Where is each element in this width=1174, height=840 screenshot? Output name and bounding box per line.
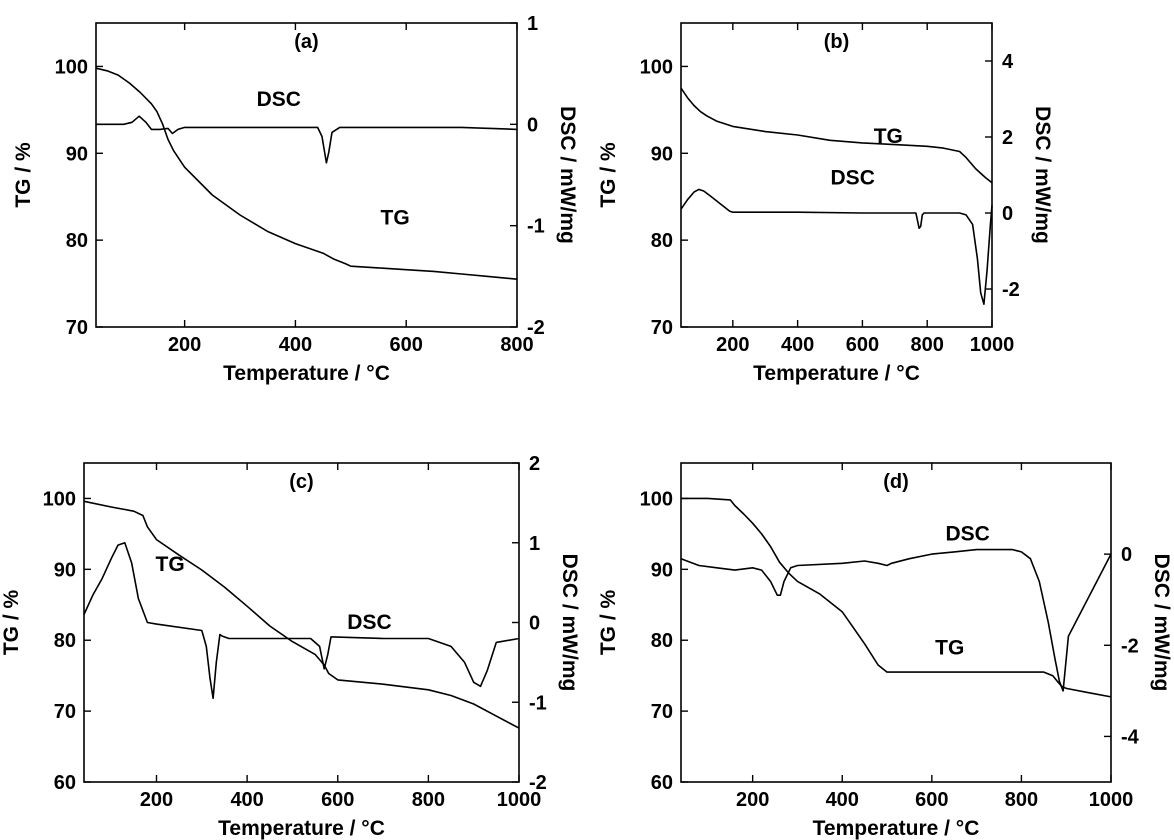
x-tick-label-d: 1000 bbox=[1089, 789, 1134, 811]
tg-curve-c bbox=[83, 500, 520, 729]
x-tick-label-a: 800 bbox=[500, 334, 533, 356]
x-tick-label-d: 800 bbox=[1005, 789, 1038, 811]
x-tick-label-d: 600 bbox=[915, 789, 948, 811]
panel-a: 200 400 600 800 70 80 90 100 -2 -1 0 1 Temperature /… bbox=[12, 13, 579, 385]
y-right-tick-label-a: 1 bbox=[527, 13, 538, 35]
y-left-tick-label-c: 80 bbox=[54, 630, 76, 652]
y-right-tick-label-c: 2 bbox=[529, 453, 540, 475]
y-left-tick-label-d: 80 bbox=[651, 630, 673, 652]
dsc-label-c: DSC bbox=[347, 611, 391, 634]
tg-label-a: TG bbox=[381, 207, 410, 230]
x-tick-label-c: 800 bbox=[412, 789, 445, 811]
tg-curve-d bbox=[681, 497, 1112, 698]
y-left-axis-title-c: TG / % bbox=[0, 590, 23, 656]
y-left-tick-label-d: 100 bbox=[640, 488, 673, 510]
x-tick-label-b: 1000 bbox=[970, 334, 1015, 356]
y-left-axis-title-a: TG / % bbox=[12, 142, 35, 208]
y-left-tick-label-b: 80 bbox=[651, 230, 673, 252]
y-left-tick-label-a: 80 bbox=[66, 230, 88, 252]
y-left-axis-title-b: TG / % bbox=[597, 142, 620, 208]
plot-frame-a bbox=[95, 22, 518, 328]
dsc-curve-a bbox=[96, 115, 518, 164]
y-left-tick-label-d: 70 bbox=[651, 701, 673, 723]
plot-frame-b bbox=[680, 22, 993, 328]
x-tick-label-a: 600 bbox=[390, 334, 423, 356]
tg-curve-b bbox=[680, 87, 993, 184]
y-right-axis-title-a: DSC / mW/mg bbox=[556, 106, 579, 244]
dsc-curve-b bbox=[680, 188, 993, 305]
y-right-tick-label-c: 0 bbox=[529, 613, 540, 635]
x-axis-title-c: Temperature / °C bbox=[218, 817, 385, 840]
panel-label-b: (b) bbox=[824, 31, 850, 53]
dsc-curve-c bbox=[83, 542, 520, 700]
y-left-tick-label-c: 90 bbox=[54, 559, 76, 581]
tg-label-b: TG bbox=[874, 125, 903, 148]
y-right-tick-label-b: 4 bbox=[1002, 51, 1014, 73]
y-right-tick-label-c: 1 bbox=[529, 533, 540, 555]
y-left-tick-label-b: 100 bbox=[640, 56, 673, 78]
y-right-tick-label-c: -2 bbox=[529, 772, 547, 794]
x-tick-label-a: 200 bbox=[168, 334, 201, 356]
y-right-axis-title-c: DSC / mW/mg bbox=[558, 554, 581, 692]
y-left-tick-label-c: 100 bbox=[43, 488, 76, 510]
panel-label-c: (c) bbox=[289, 471, 313, 493]
x-axis-title-a: Temperature / °C bbox=[223, 362, 390, 385]
y-left-tick-label-d: 60 bbox=[651, 772, 673, 794]
x-tick-label-b: 800 bbox=[911, 334, 944, 356]
x-tick-label-c: 200 bbox=[140, 789, 173, 811]
y-right-tick-label-c: -1 bbox=[529, 692, 547, 714]
panel-label-a: (a) bbox=[294, 31, 318, 53]
y-left-tick-label-a: 70 bbox=[66, 317, 88, 339]
plot-frame-d bbox=[680, 462, 1112, 783]
x-axis-title-d: Temperature / °C bbox=[813, 817, 980, 840]
x-tick-label-a: 400 bbox=[279, 334, 312, 356]
y-right-tick-label-a: 0 bbox=[527, 114, 538, 136]
y-left-axis-title-d: TG / % bbox=[597, 590, 620, 656]
panel-d: 200 400 600 800 1000 60 70 80 90 100 -4 -2 0 Temperat… bbox=[597, 462, 1173, 840]
y-right-tick-label-d: -4 bbox=[1121, 726, 1140, 748]
y-right-tick-label-a: -1 bbox=[527, 216, 545, 238]
x-tick-label-c: 1000 bbox=[497, 789, 542, 811]
y-left-tick-label-b: 70 bbox=[651, 317, 673, 339]
dsc-label-d: DSC bbox=[945, 522, 989, 545]
dsc-label-a: DSC bbox=[257, 88, 301, 111]
y-left-tick-label-a: 100 bbox=[55, 56, 88, 78]
y-left-tick-label-b: 90 bbox=[651, 143, 673, 165]
x-tick-label-d: 400 bbox=[826, 789, 859, 811]
y-left-tick-label-d: 90 bbox=[651, 559, 673, 581]
y-left-tick-label-c: 70 bbox=[54, 701, 76, 723]
tg-label-d: TG bbox=[935, 636, 964, 659]
tg-curve-a bbox=[95, 67, 518, 280]
y-right-tick-label-d: -2 bbox=[1121, 635, 1139, 657]
y-right-axis-title-b: DSC / mW/mg bbox=[1031, 106, 1054, 244]
y-left-tick-label-c: 60 bbox=[54, 772, 76, 794]
x-tick-label-b: 400 bbox=[781, 334, 814, 356]
dsc-label-b: DSC bbox=[831, 167, 875, 190]
y-left-tick-label-a: 90 bbox=[66, 143, 88, 165]
y-right-tick-label-b: 2 bbox=[1002, 127, 1013, 149]
panel-b: 200 400 600 800 1000 70 80 90 100 -2 0 2 4 Temperatur… bbox=[597, 22, 1054, 385]
y-right-tick-label-d: 0 bbox=[1121, 544, 1132, 566]
y-right-tick-label-b: -2 bbox=[1002, 279, 1020, 301]
panel-label-d: (d) bbox=[883, 471, 909, 493]
x-tick-label-b: 200 bbox=[716, 334, 749, 356]
x-tick-label-b: 600 bbox=[846, 334, 879, 356]
panel-c: 200 400 600 800 1000 60 70 80 90 100 -2 -1 0 1 2 Temper… bbox=[0, 453, 581, 840]
y-right-tick-label-a: -2 bbox=[527, 317, 545, 339]
tg-label-c: TG bbox=[156, 553, 185, 576]
x-tick-label-c: 600 bbox=[321, 789, 354, 811]
x-tick-label-d: 200 bbox=[736, 789, 769, 811]
dsc-curve-d bbox=[680, 548, 1112, 692]
y-right-axis-title-d: DSC / mW/mg bbox=[1150, 554, 1173, 692]
x-tick-label-c: 400 bbox=[230, 789, 263, 811]
x-axis-title-b: Temperature / °C bbox=[753, 362, 920, 385]
y-right-tick-label-b: 0 bbox=[1002, 203, 1013, 225]
